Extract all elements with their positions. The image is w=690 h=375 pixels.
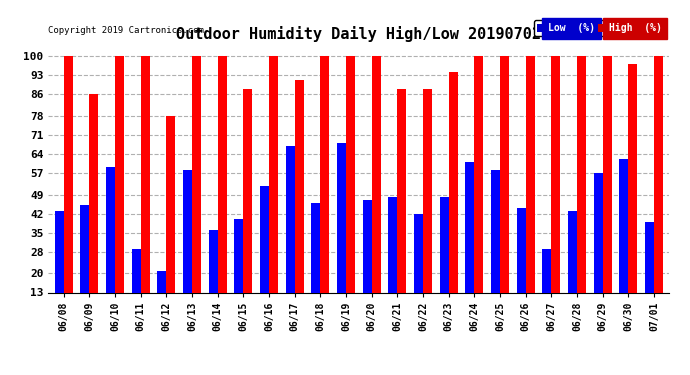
Bar [63,56,72,292]
Bar [372,56,381,292]
Bar [645,222,654,292]
Bar [619,159,628,292]
Bar [192,56,201,292]
Bar [491,170,500,292]
Bar [593,173,602,292]
Bar [295,80,304,292]
Bar [517,208,526,292]
Bar [526,56,535,292]
Bar [132,249,141,292]
Bar [106,167,115,292]
Legend: Low  (%), High  (%): Low (%), High (%) [535,20,664,36]
Bar [141,56,150,292]
Bar [244,88,253,292]
Bar [346,56,355,292]
Bar [115,56,124,292]
Bar [465,162,474,292]
Bar [654,56,663,292]
Bar [157,271,166,292]
Bar [363,200,372,292]
Bar [320,56,329,292]
Bar [577,56,586,292]
Bar [183,170,192,292]
Bar [448,72,457,292]
Bar [440,197,449,292]
Bar [90,94,99,292]
Bar [500,56,509,292]
Bar [235,219,244,292]
Bar [217,56,226,292]
Bar [628,64,638,292]
Bar [55,211,63,292]
Bar [269,56,278,292]
Bar [80,206,90,292]
Bar [414,214,423,292]
Bar [166,116,175,292]
Bar [474,56,483,292]
Bar [286,146,295,292]
Bar [388,197,397,292]
Title: Outdoor Humidity Daily High/Low 20190702: Outdoor Humidity Daily High/Low 20190702 [177,27,541,42]
Bar [260,186,269,292]
Text: Copyright 2019 Cartronics.com: Copyright 2019 Cartronics.com [48,26,204,35]
Bar [568,211,577,292]
Bar [602,56,611,292]
Bar [423,88,432,292]
Bar [337,143,346,292]
Bar [542,249,551,292]
Bar [551,56,560,292]
Bar [311,203,320,292]
Bar [208,230,217,292]
Bar [397,88,406,292]
